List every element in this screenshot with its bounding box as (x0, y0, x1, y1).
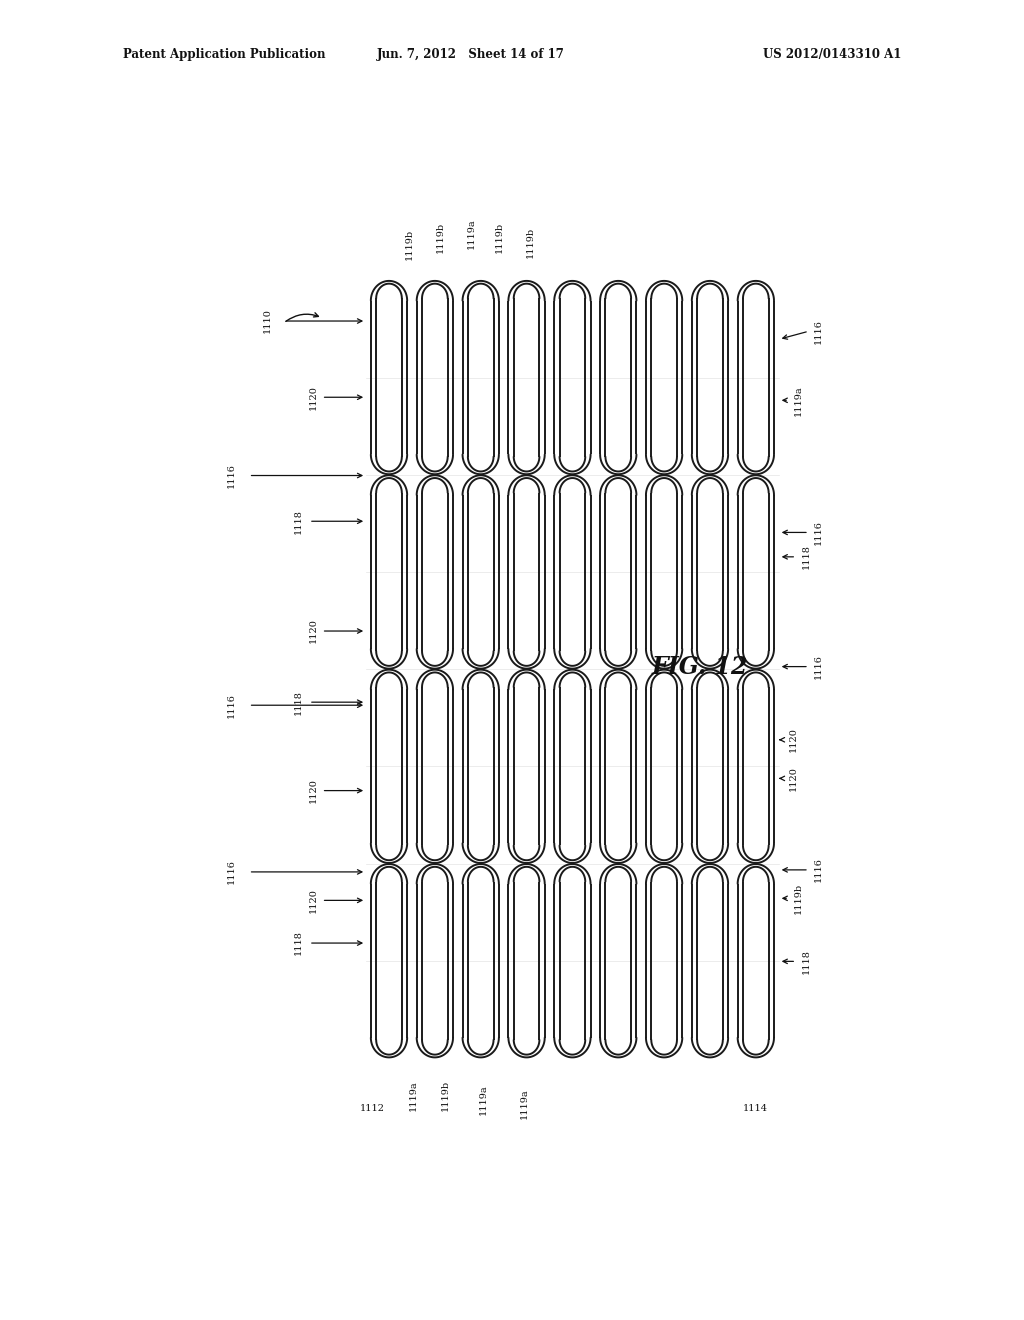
Text: 1116: 1116 (814, 520, 823, 545)
Text: 1119b: 1119b (435, 222, 444, 253)
Text: 1119b: 1119b (526, 227, 535, 259)
Text: 1116: 1116 (814, 655, 823, 678)
Text: 1119b: 1119b (794, 883, 803, 913)
Text: 1119b: 1119b (495, 222, 504, 253)
Text: 1119a: 1119a (520, 1088, 529, 1119)
Text: 1116: 1116 (226, 693, 236, 718)
Text: 1120: 1120 (308, 779, 317, 803)
Text: 1116: 1116 (814, 858, 823, 882)
Text: 1119a: 1119a (479, 1084, 488, 1115)
Text: 1119b: 1119b (406, 230, 415, 260)
Text: 1118: 1118 (294, 508, 303, 533)
Text: 1120: 1120 (308, 619, 317, 643)
Text: 1119a: 1119a (466, 218, 475, 249)
Text: US 2012/0143310 A1: US 2012/0143310 A1 (763, 48, 901, 61)
Text: 1118: 1118 (802, 544, 811, 569)
Text: 1116: 1116 (226, 463, 236, 488)
Text: 1112: 1112 (359, 1105, 385, 1113)
Text: 1114: 1114 (742, 1105, 767, 1113)
Text: 1119a: 1119a (410, 1080, 418, 1111)
Text: 1116: 1116 (226, 859, 236, 884)
Text: 1119a: 1119a (794, 385, 803, 416)
Text: 1120: 1120 (788, 727, 798, 752)
Text: 1119b: 1119b (441, 1080, 450, 1111)
Text: FIG. 12: FIG. 12 (651, 655, 748, 678)
Text: Jun. 7, 2012   Sheet 14 of 17: Jun. 7, 2012 Sheet 14 of 17 (377, 48, 565, 61)
Text: 1120: 1120 (308, 888, 317, 913)
Text: 1120: 1120 (308, 385, 317, 409)
Text: 1118: 1118 (802, 949, 811, 974)
Text: 1120: 1120 (788, 766, 798, 791)
Text: 1118: 1118 (294, 931, 303, 956)
Text: Patent Application Publication: Patent Application Publication (123, 48, 326, 61)
Text: 1116: 1116 (814, 318, 823, 343)
Text: 1118: 1118 (294, 690, 303, 714)
Text: 1110: 1110 (262, 309, 271, 334)
